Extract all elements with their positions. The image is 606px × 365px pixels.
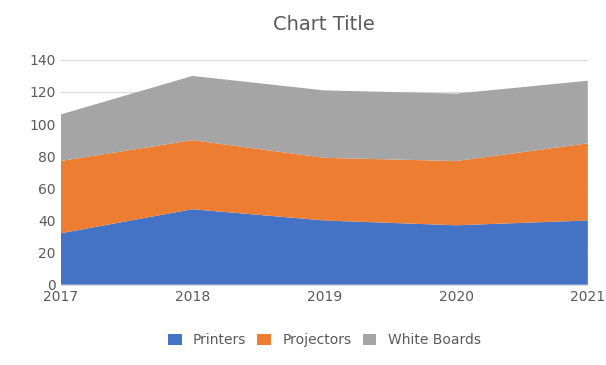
- Title: Chart Title: Chart Title: [273, 15, 375, 34]
- Legend: Printers, Projectors, White Boards: Printers, Projectors, White Boards: [162, 328, 486, 353]
